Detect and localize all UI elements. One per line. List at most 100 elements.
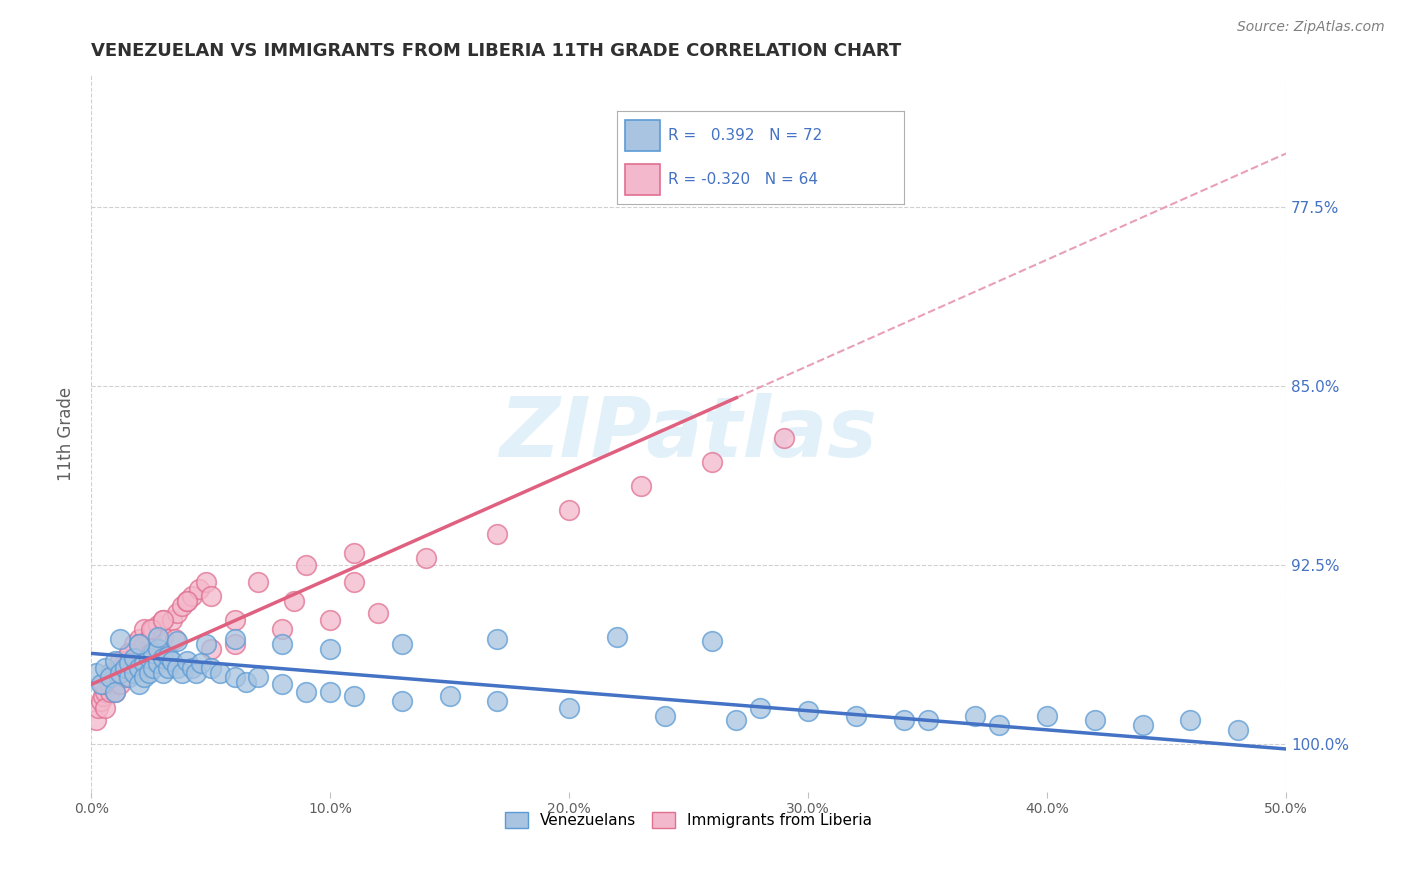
Point (367, 606, 389, 620)
Point (128, 661, 150, 675)
Point (166, 634, 188, 648)
Point (156, 648, 179, 663)
Point (84, 713, 107, 727)
Point (845, 708, 868, 723)
Point (132, 623, 155, 637)
Point (319, 684, 342, 698)
Point (162, 654, 184, 668)
Point (630, 479, 652, 493)
Point (200, 641, 222, 656)
Point (118, 646, 141, 660)
Point (170, 599, 193, 613)
Point (122, 665, 145, 680)
Point (558, 701, 581, 715)
Point (988, 718, 1011, 732)
Point (104, 684, 127, 698)
Point (142, 661, 165, 675)
Y-axis label: 11th Grade: 11th Grade (58, 386, 75, 481)
Point (965, 708, 987, 723)
Point (115, 661, 138, 675)
Point (558, 503, 581, 517)
Point (128, 637, 150, 651)
Point (142, 623, 165, 637)
Point (319, 613, 342, 627)
Point (200, 661, 222, 675)
Point (118, 661, 141, 675)
Point (122, 654, 145, 668)
Point (606, 630, 628, 644)
Point (128, 677, 150, 691)
Point (486, 527, 509, 541)
Point (104, 665, 127, 680)
Point (98, 670, 121, 684)
Point (200, 589, 222, 603)
Point (224, 613, 246, 627)
Text: Source: ZipAtlas.com: Source: ZipAtlas.com (1237, 20, 1385, 34)
Point (166, 606, 188, 620)
Point (235, 675, 257, 690)
Point (146, 641, 169, 656)
Point (139, 630, 162, 644)
Point (247, 574, 270, 589)
Point (163, 632, 186, 646)
Point (209, 665, 232, 680)
Point (98, 677, 121, 691)
Point (139, 623, 162, 637)
Point (90, 677, 112, 691)
Point (108, 661, 131, 675)
Point (176, 594, 198, 608)
Point (439, 690, 461, 704)
Point (773, 431, 796, 445)
Point (295, 684, 318, 698)
Point (283, 594, 305, 608)
Point (749, 701, 772, 715)
Point (94, 661, 117, 675)
Point (108, 665, 131, 680)
Point (247, 670, 270, 684)
Point (152, 613, 174, 627)
Point (319, 641, 342, 656)
Point (486, 694, 509, 708)
Point (146, 656, 169, 670)
Point (917, 713, 939, 727)
Point (1227, 723, 1250, 737)
Text: ZIPatlas: ZIPatlas (499, 393, 877, 474)
Point (94, 684, 117, 698)
Point (654, 708, 676, 723)
Point (162, 613, 184, 627)
Point (98, 665, 121, 680)
Point (486, 632, 509, 646)
Point (194, 574, 217, 589)
Point (180, 589, 202, 603)
Point (271, 677, 294, 691)
Point (104, 654, 127, 668)
Legend: Venezuelans, Immigrants from Liberia: Venezuelans, Immigrants from Liberia (499, 806, 879, 835)
Point (114, 661, 136, 675)
Point (87, 701, 110, 715)
Point (118, 646, 141, 660)
Point (152, 613, 174, 627)
Point (114, 670, 136, 684)
Point (152, 665, 174, 680)
Point (702, 634, 724, 648)
Point (114, 654, 136, 668)
Point (132, 670, 155, 684)
Point (108, 654, 131, 668)
Point (1132, 718, 1154, 732)
Point (176, 594, 198, 608)
Point (94, 701, 117, 715)
Point (194, 637, 217, 651)
Point (132, 656, 155, 670)
Point (295, 558, 318, 572)
Point (84, 665, 107, 680)
Point (138, 651, 160, 665)
Point (138, 632, 160, 646)
Text: VENEZUELAN VS IMMIGRANTS FROM LIBERIA 11TH GRADE CORRELATION CHART: VENEZUELAN VS IMMIGRANTS FROM LIBERIA 11… (91, 42, 901, 60)
Point (187, 582, 209, 596)
Point (186, 665, 208, 680)
Point (91, 677, 114, 691)
Point (180, 661, 202, 675)
Point (91, 690, 114, 704)
Point (128, 646, 150, 660)
Point (1180, 713, 1202, 727)
